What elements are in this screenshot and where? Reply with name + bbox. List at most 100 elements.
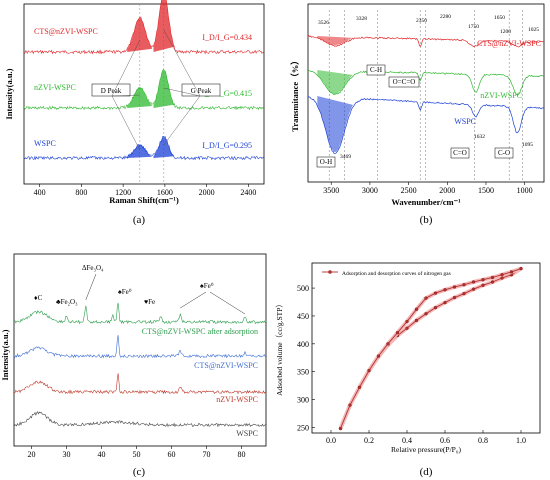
panel-b-series-line — [307, 96, 544, 154]
panel-c-series-line — [13, 373, 267, 395]
panel-a-g-peak-fill — [153, 0, 175, 52]
panel-d-data-point — [376, 354, 381, 358]
panel-b-xtick-label: 3000 — [362, 186, 378, 195]
panel-d-data-point — [519, 266, 523, 271]
panel-d-xlabel: Relative pressure(P/P₀) — [391, 445, 461, 454]
panel-b-series-line — [307, 69, 544, 96]
panel-d-data-point — [452, 285, 457, 289]
panel-c-xtick-label: 80 — [238, 450, 246, 459]
panel-a-d-peak-box — [91, 83, 131, 97]
panel-d-xtick-label: 0.8 — [478, 436, 488, 445]
panel-d-data-point — [443, 288, 447, 292]
panel-c-phase-label: ΔFe₃O₄ — [82, 264, 104, 272]
panel-a-series-label: CTS@nZVI-WSPC — [34, 27, 98, 36]
panel-d-data-point — [405, 326, 409, 330]
panel-a-xtick-label: 800 — [75, 188, 87, 197]
panel-d-legend-marker — [328, 270, 332, 274]
panel-d-data-point — [462, 283, 466, 287]
panel-b-peak-label: 3328 — [356, 16, 367, 22]
panel-d-xtick-label: 1.0 — [516, 436, 526, 445]
panel-d-data-point — [490, 280, 495, 284]
panel-b-xtick-label: 1500 — [478, 186, 494, 195]
panel-d-data-point — [424, 296, 428, 300]
panel-b-assignment-label: O-H — [320, 158, 332, 166]
panel-d-data-point — [471, 280, 476, 284]
panel-b-series-label: CTS@nZVI-WSPC — [477, 39, 541, 48]
panel-b-xtick-label: 1000 — [517, 186, 533, 195]
panel-b-series-label: nZVI-WSPC — [480, 91, 522, 100]
panel-d-curve-line — [340, 268, 522, 429]
panel-d-curve-line — [340, 268, 522, 429]
panel-a-xlabel: Raman Shift(cm⁻¹) — [109, 195, 179, 205]
panel-b-peak-label: 2280 — [440, 14, 451, 20]
panel-a-g-pointer — [163, 87, 201, 97]
panel-a-g-peak-fill — [153, 70, 175, 108]
panel-c-xtick-label: 20 — [28, 450, 36, 459]
panel-b-peak-label: 1095 — [522, 142, 533, 148]
panel-d-data-point — [462, 292, 466, 296]
panel-d-data-point — [357, 385, 362, 389]
panel-b-peak-label: 1200 — [500, 29, 511, 35]
panel-c-xtick-label: 40 — [98, 450, 106, 459]
panel-c-series-line — [13, 302, 267, 325]
panel-c-series-line — [13, 335, 266, 359]
panel-d-xtick-label: 0.6 — [440, 436, 450, 445]
panel-a-tag: (a) — [133, 214, 146, 226]
panel-a-frame — [23, 3, 265, 185]
panel-d-data-point — [452, 295, 457, 300]
panel-b-series-label: WSPC — [454, 117, 476, 126]
panel-a-xtick-label: 2000 — [199, 188, 215, 197]
panel-d-ytick-label: 450 — [297, 312, 309, 321]
panel-d-tag: (d) — [420, 466, 433, 478]
panel-a-d-peak-fill — [127, 17, 153, 52]
panel-c-xtick-label: 50 — [133, 450, 141, 459]
panel-c-pointer — [209, 291, 246, 315]
panel-a-series-label: WSPC — [34, 139, 56, 148]
panel-a-d-peak-label: D Peak — [101, 87, 122, 95]
panel-b-frame — [307, 3, 545, 183]
panel-b-assignment-box — [450, 147, 470, 159]
panel-a-d-peak-fill — [127, 87, 153, 108]
panel-b-xlabel: Wavenumber/cm⁻¹ — [391, 197, 461, 207]
panel-a-g-peak-fill — [153, 137, 175, 158]
panel-d-data-point — [433, 291, 438, 295]
panel-b-series-line — [307, 35, 544, 48]
panel-c-series-label: nZVI-WSPC — [216, 395, 258, 404]
panel-b-peak-label: 1750 — [468, 24, 479, 30]
panel-c-series-label: WSPC — [236, 429, 258, 438]
panel-c-phase-label: ♣Fe₂O₃ — [56, 298, 78, 306]
panel-b-ftir: CTS@nZVI-WSPC nZVI-WSPC WSPC 3526 3328 2350 22… — [290, 3, 545, 226]
panel-a-d-pointer — [111, 95, 141, 151]
panel-a-xtick-label: 400 — [34, 188, 46, 197]
panel-d-ytick-label: 400 — [297, 340, 309, 349]
panel-a-d-pointer — [111, 39, 141, 97]
panel-d-ylabel: Adsorbed volume（cc/g.STP） — [275, 300, 284, 396]
panel-d-xtick-label: 0.2 — [364, 436, 374, 445]
panel-a-ratio-label: I_D/I_G=0.295 — [202, 141, 252, 150]
panel-a-g-pointer — [163, 95, 201, 146]
panel-d-xtick-label: 0.4 — [402, 436, 412, 445]
panel-d-data-point — [443, 300, 447, 305]
panel-a-series-label: nZVI-WSPC — [34, 83, 76, 92]
panel-a-g-peak-label: G Peak — [191, 87, 212, 95]
panel-d-data-point — [395, 331, 400, 335]
panel-b-assignment-label: C=O — [453, 149, 467, 157]
panel-b-oh-band-fill — [317, 70, 353, 94]
panel-d-data-point — [433, 305, 438, 310]
panel-d-data-point — [481, 283, 485, 287]
panel-d-data-point — [348, 403, 352, 407]
panel-a-d-pointer — [111, 94, 140, 97]
panel-b-peak-label: 1025 — [528, 27, 539, 33]
panel-a-d-peak-fill — [127, 145, 153, 158]
panel-d-ytick-label: 350 — [297, 368, 309, 377]
panel-c-pointer — [180, 291, 207, 309]
panel-a-ratio-label: I_D/I_G=0.434 — [202, 33, 252, 42]
panel-d-bet: Adsorption and desorption curves of nitr… — [275, 262, 541, 478]
panel-b-xtick-label: 2500 — [401, 186, 417, 195]
panel-b-oh-band-fill — [317, 36, 353, 45]
panel-b-tag: (b) — [420, 214, 433, 226]
panel-b-peak-label: 1632 — [474, 134, 485, 140]
panel-a-g-peak-box — [181, 83, 221, 97]
panel-b-assignment-box — [366, 64, 386, 76]
